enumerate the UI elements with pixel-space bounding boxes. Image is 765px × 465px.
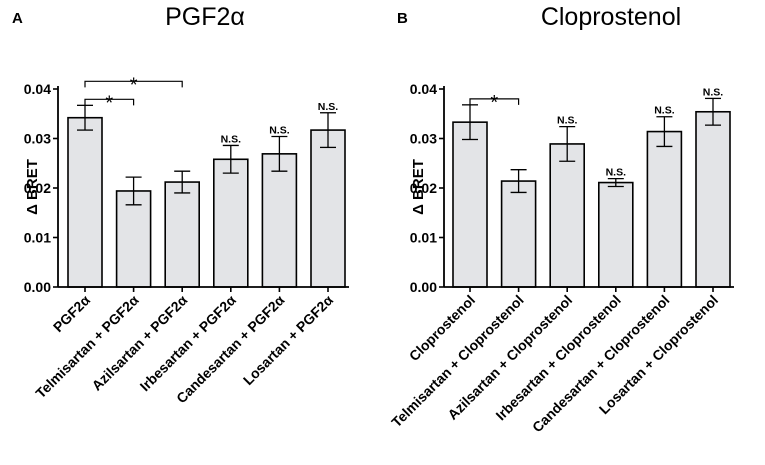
panel-a-bar-4 [213, 158, 249, 288]
panel-b-ns-label-5: N.S. [654, 105, 675, 117]
panel-b-y-tick-label: 0.04 [410, 81, 437, 97]
panel-b-bar-6 [695, 110, 731, 288]
panel-a-bar-6 [310, 129, 346, 288]
panel-a-y-tick-label: 0.02 [24, 180, 51, 196]
panel-a-ns-label-4: N.S. [221, 133, 242, 145]
panel-a-bar-2 [115, 190, 152, 288]
panel-a-bar-1 [67, 116, 103, 288]
panel-a-category-label-6: Losartan + PGF2α [240, 292, 337, 389]
panel-a-significance-star-1: * [105, 92, 113, 114]
panel-b-bar-3 [549, 143, 586, 288]
panel-a-chart: A PGF2α Δ BRET 0.00 0.01 0.02 0.03 0.04 PGF2α… [12, 3, 349, 406]
panel-b-y-axis-label: Δ BRET [410, 159, 427, 215]
panel-a-category-label-1: PGF2α [50, 292, 94, 336]
panel-a-y-tick-label: 0.00 [24, 279, 51, 295]
panel-b-significance-star-1: * [490, 92, 498, 114]
panel-b-letter: B [397, 10, 408, 27]
panel-a-ns-label-6: N.S. [318, 101, 339, 113]
panel-a-category-label-3: Azilsartan + PGF2α [88, 292, 190, 394]
panel-a-significance-bracket-2 [84, 80, 183, 88]
panel-a-significance-bracket-1 [84, 98, 135, 106]
panel-b-ns-label-4: N.S. [606, 167, 627, 179]
panel-b-bar-4 [597, 181, 634, 288]
panel-a-bar-3 [164, 181, 200, 288]
panel-a-y-tick-label: 0.03 [24, 131, 51, 147]
panel-b-ns-label-3: N.S. [557, 115, 578, 127]
panel-b-bar-1 [452, 121, 488, 288]
panel-b-significance-bracket-1 [469, 98, 520, 105]
panel-b-bar-2 [500, 180, 537, 288]
panel-b-title: Cloprostenol [541, 3, 681, 31]
panel-a-y-tick-label: 0.01 [24, 230, 51, 246]
panel-b-bar-5 [646, 130, 683, 288]
panel-a-title: PGF2α [165, 3, 245, 31]
panel-a-bar-5 [261, 153, 298, 288]
panel-b-chart: B Cloprostenol Δ BRET 0.00 0.01 0.02 0.03 0.… [388, 3, 734, 435]
panel-b-y-tick-label: 0.03 [410, 131, 437, 147]
panel-b-y-tick-label: 0.01 [410, 230, 437, 246]
panel-a-letter: A [12, 10, 23, 27]
panel-a-y-axis-label: Δ BRET [24, 159, 41, 215]
panel-b-y-tick-label: 0.02 [410, 180, 437, 196]
panel-b-ns-label-6: N.S. [703, 86, 724, 98]
panel-b-y-tick-label: 0.00 [410, 279, 437, 295]
panel-a-ns-label-5: N.S. [269, 125, 290, 137]
panel-a-y-tick-label: 0.04 [24, 81, 51, 97]
panel-a-significance-star-2: * [130, 74, 138, 96]
